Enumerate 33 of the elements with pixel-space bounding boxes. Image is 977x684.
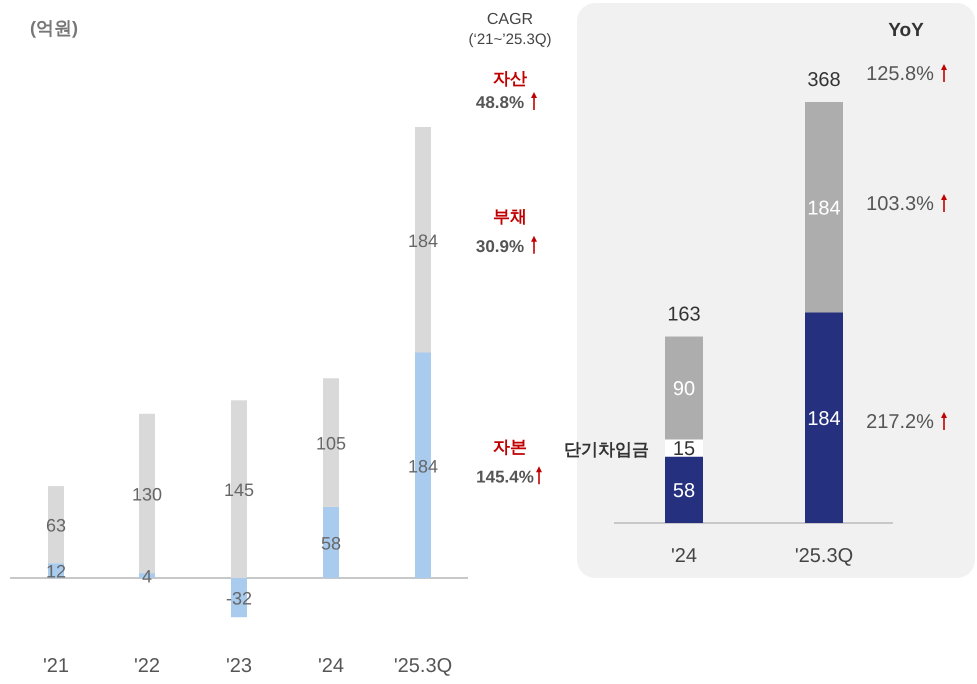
text: 자산 <box>493 69 527 88</box>
data-label: 145 <box>224 480 254 500</box>
x-tick-label: '23 <box>226 655 252 677</box>
text: (‘21~’25.3Q) <box>468 31 552 48</box>
total-label: 163 <box>667 304 701 326</box>
data-label: 105 <box>316 434 346 454</box>
x-tick-label: '24 <box>670 545 698 567</box>
text: 부채 <box>493 206 527 226</box>
data-label: 184 <box>408 230 438 251</box>
x-tick-label: '25.3Q <box>794 545 854 567</box>
data-label: 58 <box>672 480 696 502</box>
text: 145.4% <box>476 467 534 486</box>
x-tick-label: '22 <box>134 655 160 677</box>
text: 자본 <box>493 437 527 456</box>
x-tick-label: '25.3Q <box>394 655 452 677</box>
y-axis-title: (억원) <box>30 18 78 38</box>
total-label: 368 <box>807 69 841 91</box>
text: 125.8% <box>866 63 934 85</box>
data-label: 130 <box>132 484 162 504</box>
text: CAGR <box>486 11 534 28</box>
annotation: 217.2% <box>866 411 934 433</box>
data-label: 15 <box>672 438 696 460</box>
x-tick-label: '24 <box>318 655 344 677</box>
text: YoY <box>888 20 924 41</box>
data-label: 184 <box>807 197 841 220</box>
data-label: 90 <box>672 378 696 400</box>
text: 48.8% <box>476 93 524 112</box>
text: 30.9% <box>476 236 524 256</box>
data-label: 184 <box>807 408 841 430</box>
x-tick-label: '21 <box>42 655 70 677</box>
annotation: 103.3% <box>866 193 934 215</box>
series-label: 단기차입금 <box>564 440 649 460</box>
data-label: 63 <box>46 516 66 536</box>
